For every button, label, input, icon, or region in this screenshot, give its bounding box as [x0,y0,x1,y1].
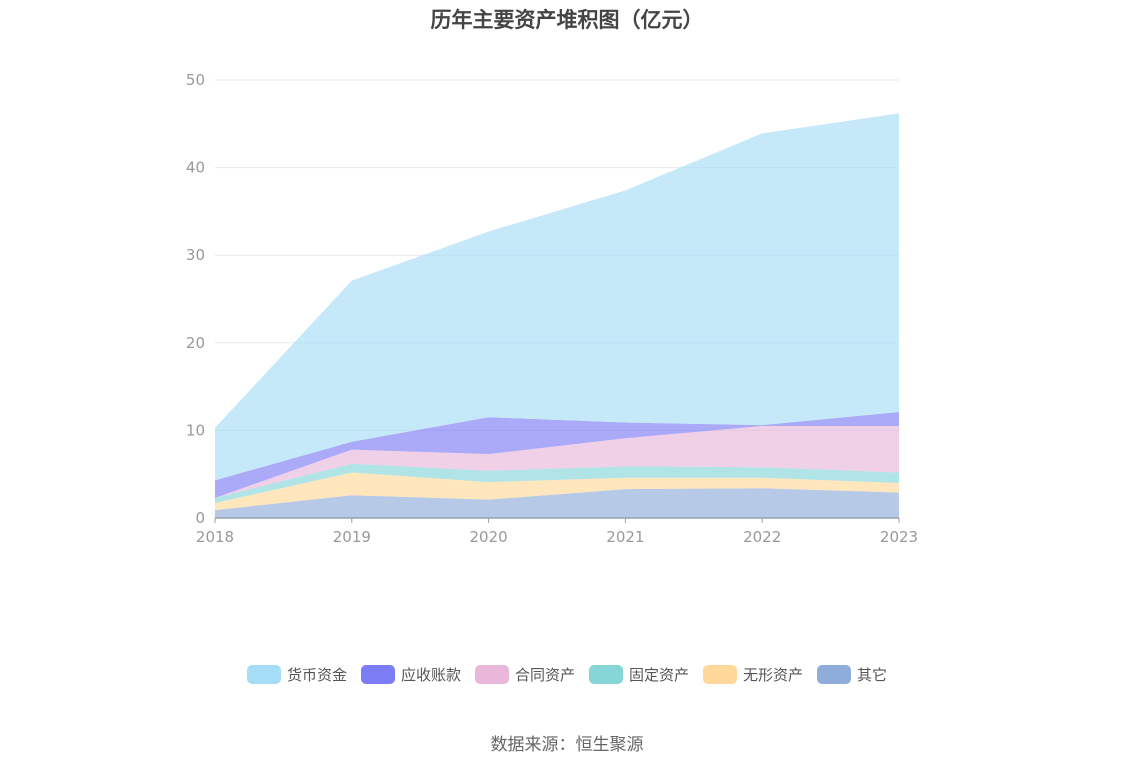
y-tick-label-10: 10 [186,421,205,439]
legend-item-1[interactable]: 应收账款 [360,664,461,685]
x-tick-label-2018: 2018 [196,528,234,546]
chart-title: 历年主要资产堆积图（亿元） [430,8,704,32]
legend-item-5[interactable]: 其它 [817,664,887,685]
area-series-1 [215,472,899,511]
area-series-5 [215,113,899,481]
area-series-2 [215,463,899,504]
x-tick-label-2021: 2021 [606,528,644,546]
area-series-0 [215,488,899,518]
area-series-4 [215,412,899,498]
y-tick-label-30: 30 [186,246,205,264]
legend-swatch [360,665,395,684]
x-tick-label-2019: 2019 [333,528,371,546]
data-source-note: 数据来源：恒生聚源 [490,735,644,755]
legend-swatch [474,665,509,684]
y-tick-label-50: 50 [186,71,205,89]
legend: 货币资金 应收账款 合同资产 固定资产 无形资产 其它 [0,664,1134,685]
legend-item-0[interactable]: 货币资金 [246,664,347,685]
legend-swatch [817,665,852,684]
y-tick-label-0: 0 [195,509,205,527]
legend-item-4[interactable]: 无形资产 [703,664,803,685]
legend-item-2[interactable]: 合同资产 [474,664,575,685]
x-tick-label-2022: 2022 [743,528,781,546]
legend-label: 其它 [857,666,888,684]
legend-item-3[interactable]: 固定资产 [589,664,689,685]
legend-label: 应收账款 [400,666,461,684]
x-tick-label-2020: 2020 [470,528,508,546]
y-tick-label-20: 20 [186,334,205,352]
legend-swatch [246,665,281,684]
legend-label: 货币资金 [286,666,347,684]
y-tick-label-40: 40 [186,159,205,177]
area-series-3 [215,426,899,498]
legend-label: 无形资产 [743,666,804,684]
legend-swatch [589,665,623,684]
x-tick-label-2023: 2023 [880,528,918,546]
legend-label: 合同资产 [514,666,575,684]
legend-label: 固定资产 [629,666,690,684]
legend-swatch [703,665,738,684]
